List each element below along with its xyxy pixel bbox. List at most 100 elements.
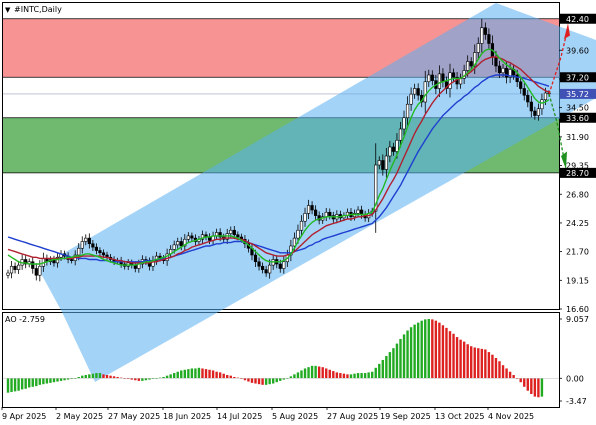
date-tick-label: 14 Jul 2025 [217,412,262,421]
ao-bar [119,377,123,379]
ao-bar [187,369,190,379]
candle-body [80,241,84,249]
candle-body [497,65,502,74]
ao-bar [201,368,204,379]
candle-body [310,205,314,211]
candle-body [515,74,519,83]
ao-bar [448,331,452,379]
ao-bar [81,375,84,379]
ao-bar [10,378,13,393]
candle-body [409,93,413,105]
ao-bar [6,378,10,393]
main-plot-frame [2,2,560,310]
ao-bar [515,378,519,379]
date-tick-label: 5 Aug 2025 [272,412,318,421]
candle-body [374,164,378,212]
ao-bar [112,376,116,379]
candle-body [257,261,261,267]
ao-bar [356,373,360,379]
candle-body [501,67,505,74]
ao-bar [105,375,109,379]
price-tick-label: 24.25 [566,219,589,228]
ao-bar [137,378,141,381]
candle-body [34,268,38,276]
ao-bar [526,378,529,391]
symbol-title: #INTC,Daily [14,5,62,14]
ao-bar [183,369,186,379]
forecast-arrows-layer [548,23,570,170]
ao-bar [109,375,112,379]
ao-bar [293,374,296,379]
ao-bar [346,374,349,379]
ao-bar [268,378,271,385]
ao-bar [38,378,42,385]
ao-bar [470,346,473,379]
ao-bar [264,378,268,385]
candle-body [13,265,17,270]
candle-body [278,263,282,269]
ao-bar [505,368,508,379]
ao-bar [406,330,409,379]
ao-bar [165,375,169,379]
date-tick-label: 19 Sep 2025 [380,412,431,421]
price-tick-label: 26.80 [566,190,589,199]
ao-bar [127,378,130,379]
price-level-badge-label: 35.72 [566,90,589,99]
ao-bar [286,378,289,379]
ao-bar [473,347,476,379]
candle-body [9,265,14,274]
ao-bar [519,378,522,383]
candle-body [328,211,332,216]
ao-bar [49,378,52,383]
candle-body [183,238,187,247]
price-level-badge-label: 37.20 [566,73,589,82]
candle-body [229,229,233,234]
moving-averages-layer [7,48,550,266]
ao-bar [494,357,498,379]
price-tick-label: 39.60 [566,46,589,55]
candle-body [444,81,449,89]
price-tick-label: 19.15 [566,276,589,285]
date-tick-label: 18 Jun 2025 [163,412,211,421]
collapse-arrow-icon[interactable]: ▼ [5,6,11,14]
ao-histogram-layer [3,319,559,398]
candle-body [324,211,328,218]
ao-bar [13,378,17,392]
ao-bar [254,378,257,384]
ao-bar [484,349,487,379]
price-tick-label: 31.90 [566,133,589,142]
price-level-badge [560,72,596,83]
ao-bar [95,373,98,379]
up-forecast-arrow [548,27,569,95]
price-level-badge [560,88,596,99]
ao-bar [17,378,20,391]
candle-body [519,81,523,89]
candle-body [466,61,470,71]
candle-body [70,259,74,261]
ao-bar [226,375,229,379]
candle-body [253,254,258,263]
ao-axis: 9.057 0.00 -3.47 [559,315,589,406]
ao-bar [240,378,243,379]
ao-bar [409,327,413,379]
price-tick-label: 29.35 [566,162,589,171]
candle-body [398,128,403,141]
ao-bar [208,369,211,379]
ao-bar [233,376,236,379]
ao-bar [91,373,95,379]
candle-body [17,264,21,270]
candle-body [87,237,91,245]
date-tick-label: 9 Apr 2025 [2,412,46,421]
ao-bar [151,378,155,379]
ao-bar [215,371,218,379]
ao-bar [395,343,399,379]
ao-bar [123,378,126,379]
candle-body [292,237,297,247]
candle-body [402,117,406,130]
ao-bar [498,361,501,379]
ao-bar [52,378,56,383]
ao-bar [335,372,339,379]
ao-bar [530,378,533,394]
ao-bar [399,339,402,379]
